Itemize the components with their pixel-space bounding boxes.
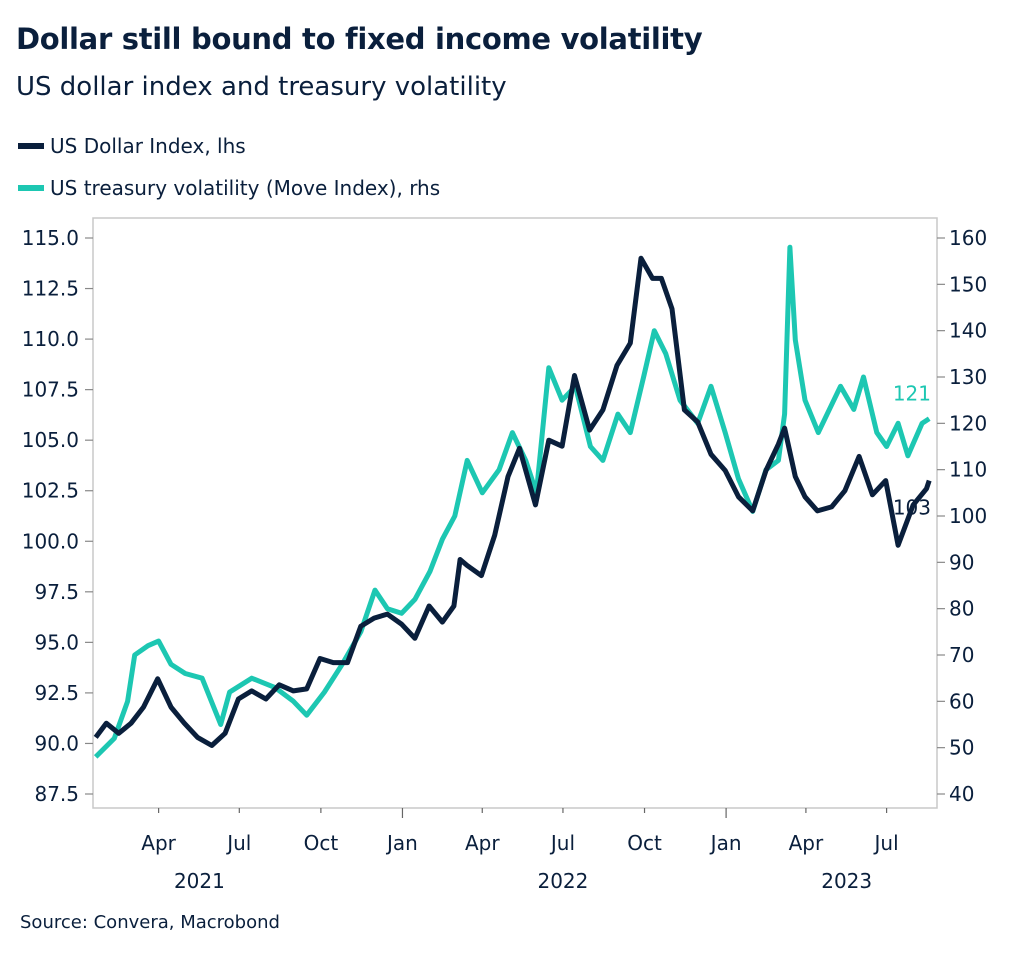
y-right-tick-label: 90: [949, 550, 974, 574]
x-year-label: 2021: [174, 869, 225, 893]
legend-label: US Dollar Index, lhs: [50, 134, 246, 158]
source-note: Source: Convera, Macrobond: [20, 912, 280, 933]
x-tick-label: Apr: [465, 831, 500, 855]
y-right-tick-label: 130: [949, 365, 987, 389]
y-left-tick-label: 115.0: [22, 226, 79, 250]
y-left-tick-label: 95.0: [34, 630, 79, 654]
y-right-tick-label: 40: [949, 782, 974, 806]
legend-swatch-move: [18, 185, 44, 191]
legend-item-dxy: US Dollar Index, lhs: [18, 134, 246, 158]
y-right-tick-label: 160: [949, 226, 987, 250]
y-left-tick-label: 110.0: [22, 327, 79, 351]
x-tick-label: Jan: [385, 831, 418, 855]
series-line-move: [93, 244, 931, 759]
y-right-tick-label: 80: [949, 597, 974, 621]
x-tick-label: Jul: [549, 831, 575, 855]
x-tick-label: Jul: [225, 831, 251, 855]
y-left-tick-label: 97.5: [34, 580, 79, 604]
y-right-tick-label: 110: [949, 458, 987, 482]
x-tick-label: Oct: [304, 831, 339, 855]
legend-item-move: US treasury volatility (Move Index), rhs: [18, 176, 440, 200]
y-right-tick-label: 120: [949, 411, 987, 435]
y-left-tick-label: 102.5: [22, 479, 79, 503]
x-year-label: 2023: [821, 869, 872, 893]
chart-subtitle: US dollar index and treasury volatility: [16, 72, 507, 102]
y-right-tick-label: 100: [949, 504, 987, 528]
y-left-tick-label: 112.5: [22, 277, 79, 301]
y-left-tick-label: 100.0: [22, 529, 79, 553]
y-right-tick-label: 70: [949, 643, 974, 667]
series-line-dxy: [93, 255, 932, 748]
x-year-label: 2022: [537, 869, 588, 893]
end-label-dxy: 103: [893, 496, 931, 520]
end-label-move: 121: [893, 382, 931, 406]
y-right-tick-label: 150: [949, 272, 987, 296]
y-right-tick-label: 140: [949, 319, 987, 343]
x-tick-label: Apr: [789, 831, 824, 855]
x-tick-label: Jan: [709, 831, 742, 855]
y-right-tick-label: 50: [949, 736, 974, 760]
legend-swatch-dxy: [18, 143, 44, 149]
y-right-tick-label: 60: [949, 689, 974, 713]
x-tick-label: Apr: [141, 831, 176, 855]
y-left-tick-label: 92.5: [34, 681, 79, 705]
chart-title: Dollar still bound to fixed income volat…: [16, 22, 703, 56]
x-tick-label: Oct: [627, 831, 662, 855]
y-left-tick-label: 107.5: [22, 378, 79, 402]
legend-label: US treasury volatility (Move Index), rhs: [50, 176, 441, 200]
y-left-tick-label: 87.5: [34, 782, 79, 806]
y-left-tick-label: 105.0: [22, 428, 79, 452]
x-tick-label: Jul: [873, 831, 899, 855]
y-left-tick-label: 90.0: [34, 731, 79, 755]
plot-frame: [92, 217, 938, 809]
